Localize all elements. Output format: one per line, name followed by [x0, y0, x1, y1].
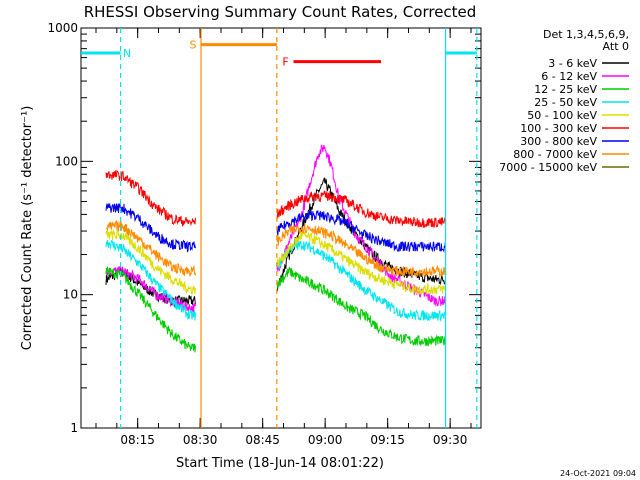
legend-label: 12 - 25 keV	[534, 83, 597, 96]
x-tick-label: 09:30	[433, 433, 468, 447]
state-label-1: S	[190, 39, 197, 52]
state-label-2: F	[282, 56, 288, 69]
axis-ticks: 1 10 100 1000 08:15 08:30 08:45 09:00 09:15 09:30	[47, 21, 481, 447]
legend-label: 3 - 6 keV	[548, 57, 597, 70]
y-tick-label: 100	[55, 154, 78, 168]
plot-annotations: N S F	[81, 28, 478, 428]
y-tick-label: 1	[70, 421, 78, 435]
legend-label: 6 - 12 keV	[541, 70, 597, 83]
series-line-4	[105, 228, 196, 296]
series-line-3	[276, 240, 446, 323]
series-line-5	[276, 190, 446, 229]
series-line-5	[105, 169, 196, 227]
legend-label: 300 - 800 keV	[520, 135, 597, 148]
state-label-0: N	[123, 47, 131, 60]
legend-label: 100 - 300 keV	[520, 122, 597, 135]
x-tick-label: 08:15	[120, 433, 155, 447]
footer-timestamp: 24-Oct-2021 09:04	[560, 469, 636, 478]
legend-header: Det 1,3,4,5,6,9,	[543, 28, 629, 41]
plot-frame	[80, 27, 482, 429]
chart-title: RHESSI Observing Summary Count Rates, Co…	[84, 3, 477, 21]
y-tick-label: 10	[63, 288, 78, 302]
x-axis-label: Start Time (18-Jun-14 08:01:22)	[176, 456, 384, 471]
series-line-7	[276, 223, 446, 279]
series-line-7	[105, 219, 196, 277]
series-line-2	[276, 266, 446, 347]
series-line-6	[276, 209, 446, 253]
x-tick-label: 09:00	[308, 433, 343, 447]
legend-label: 50 - 100 keV	[527, 109, 597, 122]
x-tick-label: 08:45	[245, 433, 280, 447]
y-tick-label: 1000	[47, 21, 78, 35]
x-tick-label: 08:30	[183, 433, 218, 447]
legend-label: 7000 - 15000 keV	[499, 161, 597, 174]
y-axis-label: Corrected Count Rate (s⁻¹ detector⁻¹)	[20, 106, 35, 351]
legend-label: 25 - 50 keV	[534, 96, 597, 109]
legend-header: Att 0	[603, 40, 629, 53]
plot-series	[105, 144, 446, 353]
legend-label: 800 - 7000 keV	[513, 148, 597, 161]
x-tick-label: 09:15	[370, 433, 405, 447]
series-line-3	[105, 239, 196, 321]
